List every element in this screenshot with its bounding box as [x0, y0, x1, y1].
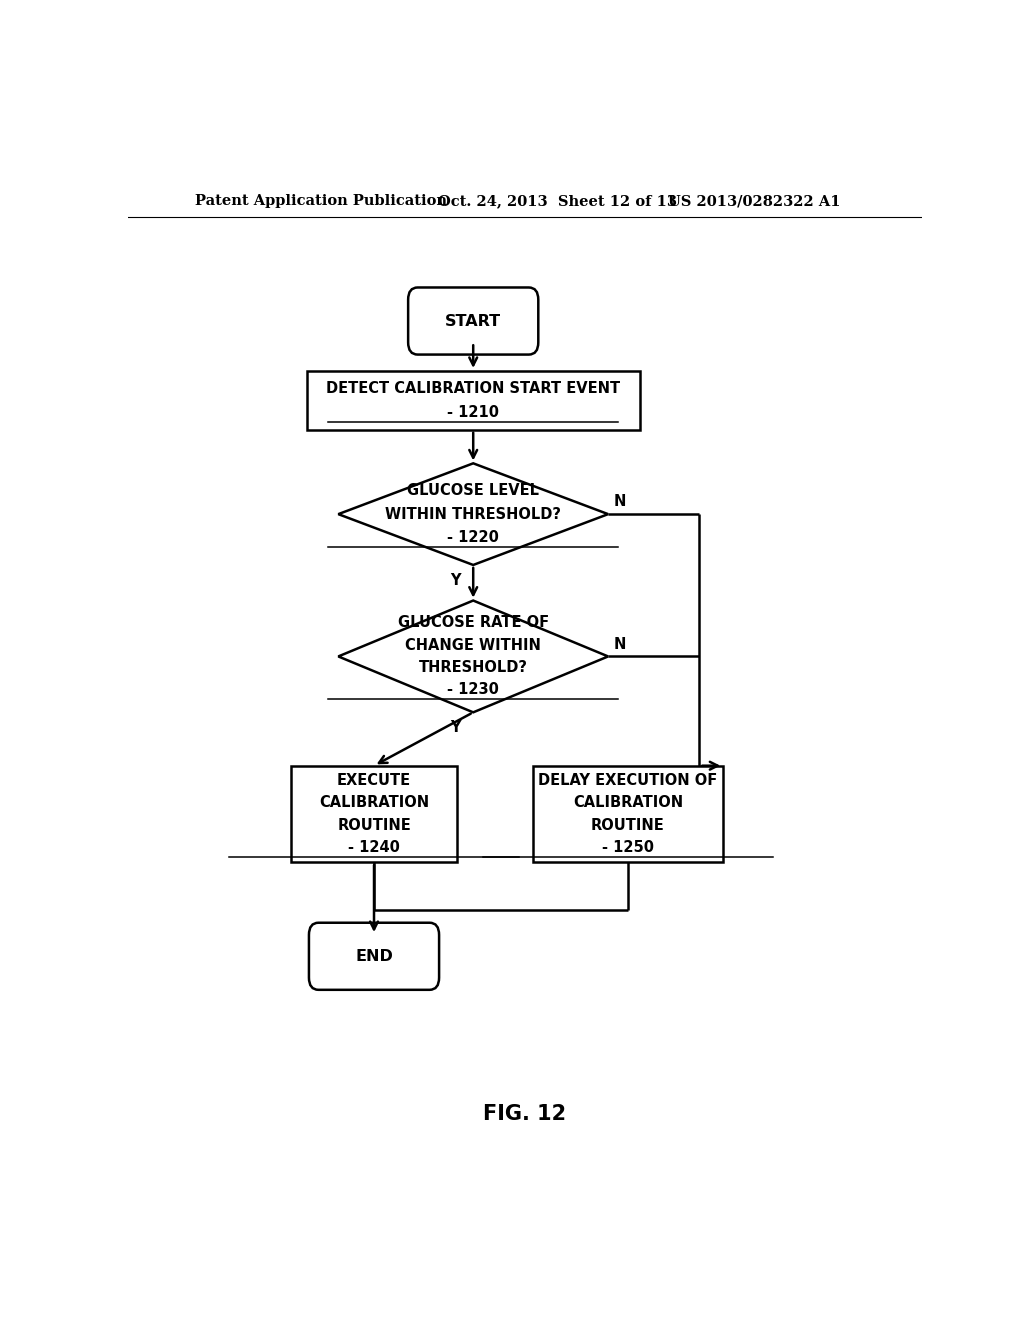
Text: ROUTINE: ROUTINE: [337, 817, 411, 833]
Text: Y: Y: [451, 721, 461, 735]
Text: Oct. 24, 2013  Sheet 12 of 13: Oct. 24, 2013 Sheet 12 of 13: [437, 194, 677, 209]
Text: FIG. 12: FIG. 12: [483, 1104, 566, 1123]
Text: GLUCOSE LEVEL: GLUCOSE LEVEL: [408, 483, 540, 498]
Polygon shape: [338, 463, 608, 565]
Text: N: N: [613, 495, 627, 510]
Text: DETECT CALIBRATION START EVENT: DETECT CALIBRATION START EVENT: [327, 380, 621, 396]
Bar: [291, 766, 458, 862]
Text: END: END: [355, 949, 393, 964]
Text: CALIBRATION: CALIBRATION: [572, 795, 683, 810]
Text: US 2013/0282322 A1: US 2013/0282322 A1: [668, 194, 840, 209]
Text: N: N: [613, 636, 627, 652]
FancyBboxPatch shape: [309, 923, 439, 990]
Text: Patent Application Publication: Patent Application Publication: [196, 194, 447, 209]
Text: CALIBRATION: CALIBRATION: [318, 795, 429, 810]
Text: START: START: [445, 314, 502, 329]
Text: ROUTINE: ROUTINE: [591, 817, 665, 833]
Text: DELAY EXECUTION OF: DELAY EXECUTION OF: [539, 774, 718, 788]
Text: - 1250: - 1250: [602, 840, 654, 855]
Text: EXECUTE: EXECUTE: [337, 774, 411, 788]
Text: - 1220: - 1220: [447, 531, 499, 545]
Text: - 1240: - 1240: [348, 840, 400, 855]
Bar: [306, 371, 640, 430]
Text: - 1210: - 1210: [447, 405, 500, 420]
Polygon shape: [338, 601, 608, 713]
Text: CHANGE WITHIN: CHANGE WITHIN: [406, 638, 541, 653]
Text: - 1230: - 1230: [447, 682, 499, 697]
Bar: [532, 766, 723, 862]
Text: WITHIN THRESHOLD?: WITHIN THRESHOLD?: [385, 507, 561, 521]
FancyBboxPatch shape: [409, 288, 539, 355]
Text: THRESHOLD?: THRESHOLD?: [419, 660, 527, 675]
Text: Y: Y: [451, 573, 461, 587]
Text: GLUCOSE RATE OF: GLUCOSE RATE OF: [397, 615, 549, 631]
